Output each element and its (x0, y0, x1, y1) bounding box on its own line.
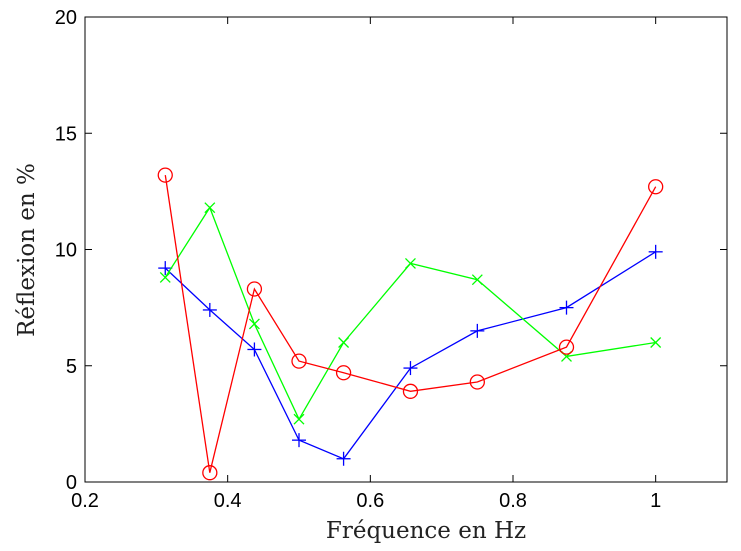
y-axis-label: Réflexion en % (14, 163, 40, 337)
y-tick-label: 15 (55, 123, 77, 145)
x-tick-label: 1 (650, 490, 661, 512)
data-point (649, 245, 663, 259)
series-line (165, 175, 655, 473)
x-tick-label: 0.6 (356, 490, 384, 512)
data-point (339, 338, 349, 348)
y-tick-label: 10 (55, 240, 77, 262)
data-point (158, 168, 172, 182)
data-point (472, 275, 482, 285)
data-point (470, 324, 484, 338)
y-tick-label: 5 (66, 356, 77, 378)
x-tick-label: 0.4 (214, 490, 242, 512)
data-point (249, 319, 259, 329)
data-point (337, 452, 351, 466)
axes (85, 17, 727, 482)
series-line (165, 208, 655, 420)
y-tick-label: 0 (66, 472, 77, 494)
series-2 (158, 168, 662, 480)
data-point (292, 433, 306, 447)
series-layer (158, 168, 662, 480)
plot-frame (85, 17, 727, 482)
marker-part (158, 168, 172, 182)
data-point (205, 203, 215, 213)
data-point (405, 258, 415, 268)
data-point (294, 414, 304, 424)
x-tick-label: 0.8 (499, 490, 527, 512)
series-0 (158, 245, 662, 466)
data-point (560, 301, 574, 315)
data-point (403, 361, 417, 375)
y-tick-label: 20 (55, 7, 77, 29)
x-axis-label: Fréquence en Hz (326, 518, 526, 544)
